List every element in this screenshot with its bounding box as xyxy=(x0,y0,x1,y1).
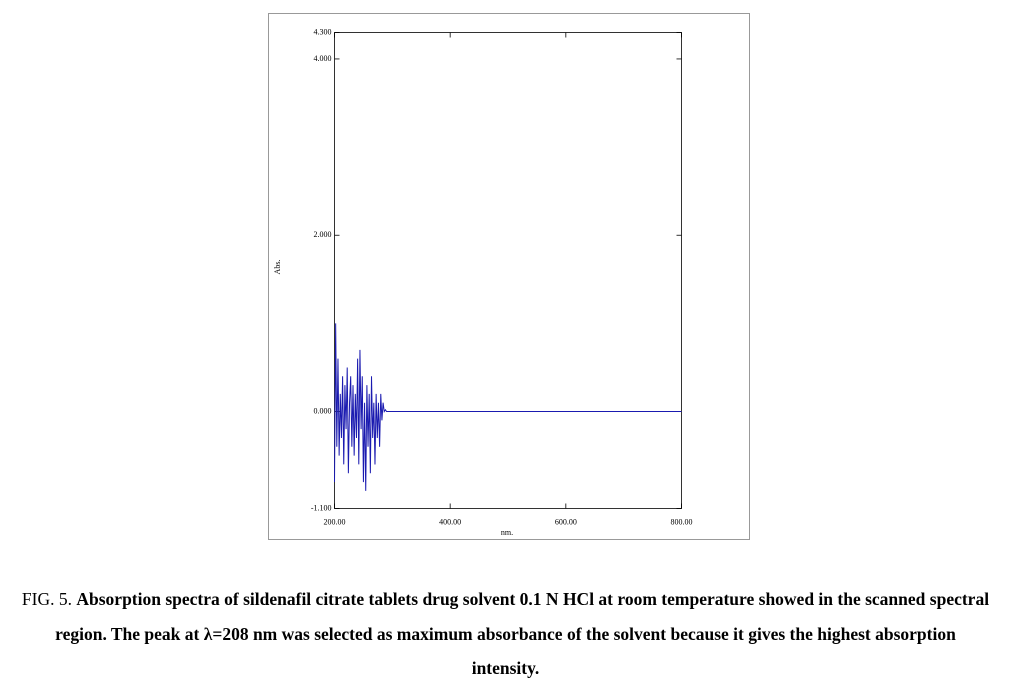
plot-frame xyxy=(334,32,682,509)
x-tick-label: 400.00 xyxy=(439,517,461,526)
caption-label: FIG. 5. xyxy=(21,589,72,609)
x-tick-label: 800.00 xyxy=(671,517,693,526)
x-tick-label: 200.00 xyxy=(324,517,346,526)
x-axis-label: nm. xyxy=(501,528,513,537)
y-tick-label: 2.000 xyxy=(314,230,332,239)
spectrum-line xyxy=(334,323,682,491)
caption-text: Absorption spectra of sildenafil citrate… xyxy=(55,589,990,678)
x-tick-label: 600.00 xyxy=(555,517,577,526)
figure-frame xyxy=(268,13,750,540)
y-tick-label: 4.000 xyxy=(314,54,332,63)
y-axis-label: Abs. xyxy=(273,260,282,275)
y-tick-label: -1.100 xyxy=(311,503,332,512)
caption: FIG. 5. Absorption spectra of sildenafil… xyxy=(20,582,991,686)
chart: Abs. nm. -1.100 0.000 2.000 4.000 4.300 200.0… xyxy=(268,13,750,540)
y-tick-label: 0.000 xyxy=(314,406,332,415)
y-tick-label: 4.300 xyxy=(314,27,332,36)
